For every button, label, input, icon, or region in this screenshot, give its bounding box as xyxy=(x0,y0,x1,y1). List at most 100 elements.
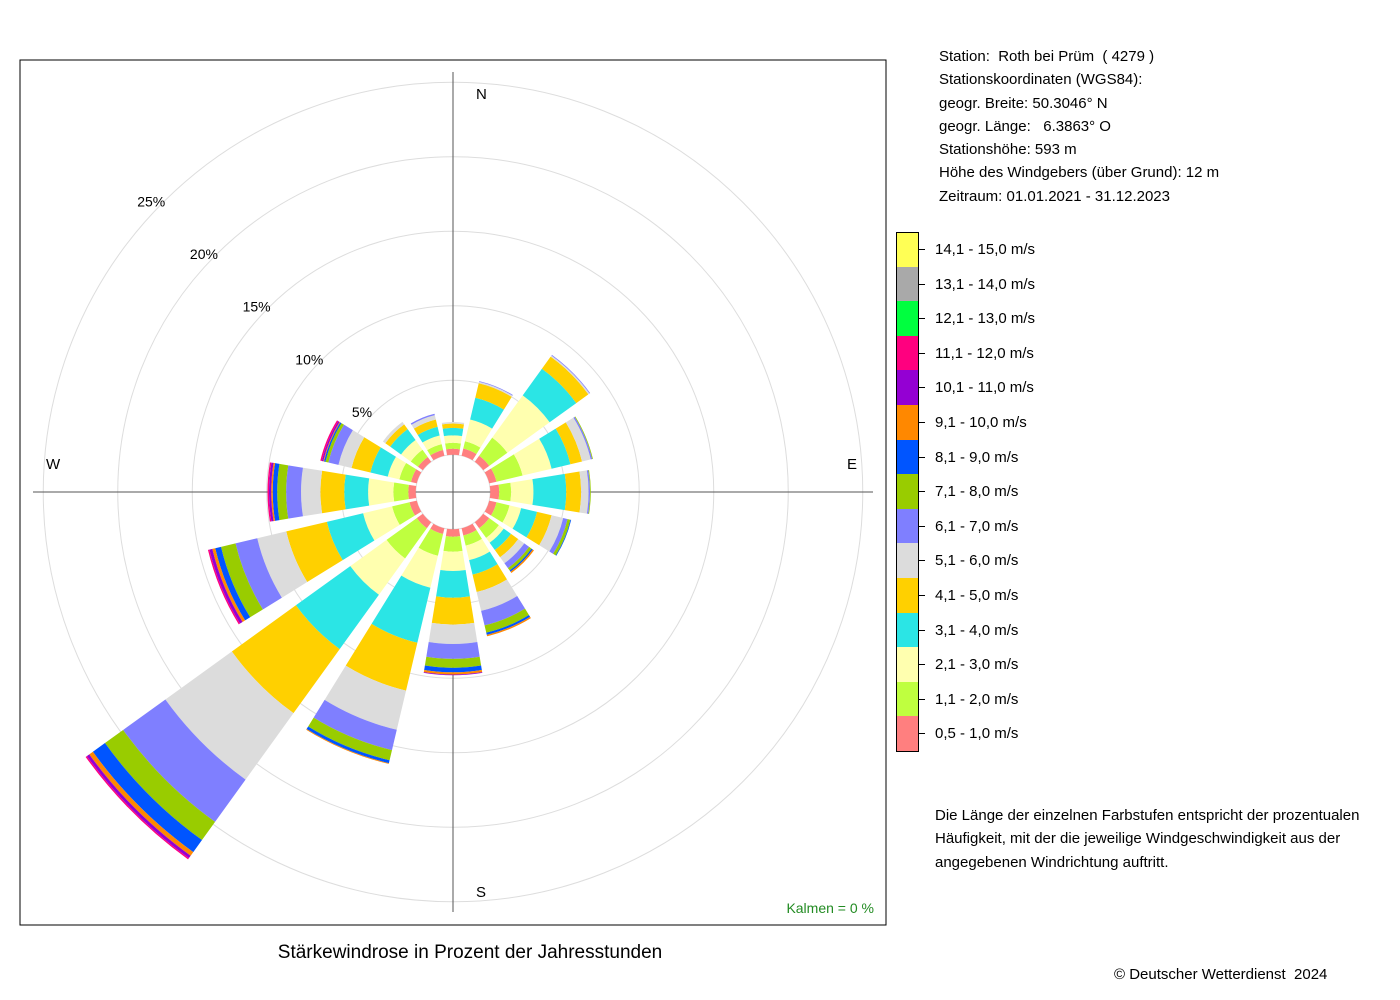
sector-e-class-3 xyxy=(510,479,534,505)
sector-e-class-5 xyxy=(564,471,582,513)
station-altitude: Stationshöhe: 593 m xyxy=(939,141,1077,159)
sector-sw-class-8 xyxy=(104,729,216,841)
sector-se-class-7 xyxy=(504,543,530,569)
compass-axes xyxy=(33,72,873,912)
sector-w-class-9 xyxy=(272,463,280,521)
sector-sw-class-1 xyxy=(416,513,432,529)
time-period: Zeitraum: 01.01.2021 - 31.12.2023 xyxy=(939,187,1170,205)
sector-s-class-8 xyxy=(424,656,482,668)
compass-label-e: E xyxy=(847,456,857,473)
sector-ene-class-2 xyxy=(491,454,523,482)
sector-sse-class-2 xyxy=(463,530,482,546)
sector-wnw-class-8 xyxy=(325,423,344,463)
legend-swatch xyxy=(896,474,919,509)
legend-label: 9,1 - 10,0 m/s xyxy=(935,414,1027,431)
sector-sw-class-7 xyxy=(123,699,246,822)
sector-nne-class-1 xyxy=(461,448,477,461)
sector-ssw-class-4 xyxy=(371,575,431,643)
legend-item: 5,1 - 6,0 m/s xyxy=(896,543,1196,578)
sector-s-class-7 xyxy=(426,642,480,659)
sector-ese-class-4 xyxy=(512,508,538,538)
sector-nne-class-4 xyxy=(470,397,504,429)
legend-swatch xyxy=(896,543,919,578)
sector-ene-class-1 xyxy=(484,468,497,484)
legend-swatch xyxy=(896,578,919,613)
legend-item: 13,1 - 14,0 m/s xyxy=(896,266,1196,302)
sector-nw-class-5 xyxy=(385,424,408,447)
legend-label: 1,1 - 2,0 m/s xyxy=(935,690,1019,708)
legend-label: 2,1 - 3,0 m/s xyxy=(935,656,1019,674)
station-info: Station: Roth bei Prüm ( 4279 ) Stations… xyxy=(939,45,1219,208)
sector-wsw-class-6 xyxy=(257,531,308,598)
sector-sse-class-6 xyxy=(476,579,518,611)
station-name: Station: Roth bei Prüm ( 4279 ) xyxy=(939,48,1155,65)
sector-se-class-4 xyxy=(489,528,512,551)
legend-tick xyxy=(919,318,925,320)
sector-ne-class-1 xyxy=(474,455,490,471)
sector-wnw-class-1 xyxy=(410,469,422,484)
sector-e-class-1 xyxy=(489,484,500,500)
sector-ene-class-5 xyxy=(555,422,583,465)
legend-tick xyxy=(919,560,925,562)
legend-swatch xyxy=(896,508,919,544)
sector-nne-class-7 xyxy=(479,381,513,396)
sector-ese-class-2 xyxy=(491,502,510,523)
sector-nnw-class-5 xyxy=(413,419,438,435)
sector-wnw-class-7 xyxy=(328,424,353,465)
sector-sw-class-4 xyxy=(295,566,379,650)
legend-item: 11,1 - 12,0 m/s xyxy=(896,335,1196,371)
sector-s-class-3 xyxy=(440,550,466,571)
sector-sse-class-5 xyxy=(472,564,508,593)
station-longitude: geogr. Länge: 6.3863° O xyxy=(939,117,1111,135)
compass-label-s: S xyxy=(476,884,486,901)
sector-s-class-9 xyxy=(424,665,482,673)
sector-wnw-class-10 xyxy=(323,421,341,462)
legend-swatch xyxy=(896,266,919,302)
sector-sw-class-6 xyxy=(165,651,294,780)
legend-tick xyxy=(919,456,925,458)
legend-item: 9,1 - 10,0 m/s xyxy=(896,405,1196,440)
legend-item: 10,1 - 11,0 m/s xyxy=(896,370,1196,405)
sector-sw-class-10 xyxy=(89,751,194,856)
ring-label-15: 15% xyxy=(243,299,271,315)
legend-tick xyxy=(919,352,925,354)
sector-sse-class-7 xyxy=(481,595,526,626)
sector-w-class-2 xyxy=(393,482,409,502)
sector-sse-class-9 xyxy=(486,614,531,635)
ring-label-25: 25% xyxy=(137,193,165,209)
sector-ene-class-6 xyxy=(565,417,591,462)
legend-item: 14,1 - 15,0 m/s xyxy=(896,232,1196,267)
sector-ese-class-7 xyxy=(549,518,568,554)
legend-note: Die Länge der einzelnen Farbstufen entsp… xyxy=(935,807,1360,871)
sector-ssw-class-8 xyxy=(308,717,392,761)
sector-s-class-4 xyxy=(436,569,470,598)
legend-tick xyxy=(919,595,925,596)
sector-wsw-class-10 xyxy=(212,548,246,622)
sector-w-class-7 xyxy=(286,465,303,519)
legend-item: 3,1 - 4,0 m/s xyxy=(896,612,1196,648)
legend-item: 6,1 - 7,0 m/s xyxy=(896,508,1196,544)
sector-wsw-class-3 xyxy=(363,506,400,541)
legend-swatch xyxy=(896,681,919,717)
sector-ene-class-7 xyxy=(573,416,593,460)
legend-label: 13,1 - 14,0 m/s xyxy=(935,275,1036,293)
sector-wsw-class-1 xyxy=(409,500,422,516)
legend-item: 0,5 - 1,0 m/s xyxy=(896,716,1196,751)
chart-caption: Stärkewindrose in Prozent der Jahresstun… xyxy=(277,942,663,963)
sector-ne-class-3 xyxy=(492,395,550,453)
sector-w-class-6 xyxy=(301,467,323,517)
sector-w-class-1 xyxy=(408,484,417,500)
ring-label-20: 20% xyxy=(190,246,218,262)
sector-sw-class-2 xyxy=(386,518,427,559)
legend-item: 2,1 - 3,0 m/s xyxy=(896,647,1196,682)
legend-tick xyxy=(919,629,925,631)
sector-se-class-5 xyxy=(494,533,519,558)
sector-se-class-8 xyxy=(507,546,532,571)
sector-e-class-8 xyxy=(588,469,591,515)
sector-ssw-class-1 xyxy=(430,523,445,535)
sector-e-class-6 xyxy=(579,470,589,514)
legend-label: 12,1 - 13,0 m/s xyxy=(935,310,1036,328)
legend-item: 12,1 - 13,0 m/s xyxy=(896,301,1196,336)
sector-nnw-class-6 xyxy=(411,415,436,429)
